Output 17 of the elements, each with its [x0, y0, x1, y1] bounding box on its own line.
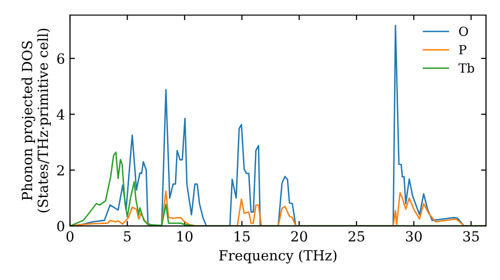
- y-tick-label: 0: [57, 220, 64, 232]
- x-tick-label: 5: [124, 231, 131, 242]
- x-tick-label: 25: [348, 231, 364, 242]
- x-tick-label: 35: [463, 231, 479, 242]
- x-tick-label: 20: [291, 231, 308, 242]
- x-axis-title: Frequency (THz): [219, 250, 336, 264]
- x-tick-label: 10: [177, 231, 193, 242]
- y-tick-label: 4: [56, 109, 64, 120]
- legend-label: P: [459, 45, 466, 54]
- x-tick-label: 0: [66, 231, 74, 242]
- x-tick-label: 30: [406, 231, 422, 242]
- x-tick-label: 15: [234, 231, 250, 242]
- y-tick-label: 6: [57, 53, 64, 64]
- y-axis-title: Phonon projected DOS (States/THz·primitive cell): [22, 28, 51, 212]
- legend-label: O: [459, 26, 468, 36]
- legend-label: Tb: [458, 63, 474, 73]
- y-tick-label: 2: [57, 165, 64, 176]
